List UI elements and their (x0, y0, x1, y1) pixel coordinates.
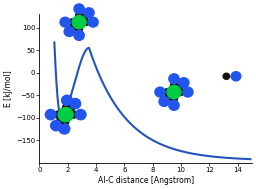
Ellipse shape (62, 104, 70, 111)
Ellipse shape (164, 89, 170, 95)
Ellipse shape (223, 73, 230, 79)
Ellipse shape (167, 85, 181, 99)
Ellipse shape (175, 84, 182, 91)
Ellipse shape (64, 27, 74, 36)
Ellipse shape (75, 109, 86, 120)
Ellipse shape (71, 24, 78, 30)
Ellipse shape (84, 8, 94, 18)
Ellipse shape (51, 120, 61, 131)
Ellipse shape (58, 108, 73, 122)
Ellipse shape (45, 109, 56, 120)
Ellipse shape (177, 89, 184, 95)
Ellipse shape (169, 74, 179, 84)
Ellipse shape (67, 106, 74, 113)
Ellipse shape (69, 19, 76, 26)
Ellipse shape (81, 14, 88, 21)
Ellipse shape (88, 17, 98, 27)
Ellipse shape (62, 95, 72, 105)
Ellipse shape (166, 94, 173, 100)
Ellipse shape (74, 4, 84, 14)
Ellipse shape (170, 95, 177, 102)
Ellipse shape (169, 101, 179, 110)
Ellipse shape (72, 15, 86, 29)
Ellipse shape (76, 12, 82, 19)
Ellipse shape (179, 78, 189, 88)
Ellipse shape (183, 87, 193, 97)
Ellipse shape (231, 72, 241, 81)
Ellipse shape (70, 98, 81, 109)
Ellipse shape (170, 82, 177, 89)
Ellipse shape (83, 19, 90, 26)
Ellipse shape (59, 124, 70, 134)
Ellipse shape (159, 97, 169, 106)
Y-axis label: E [kJ/mol]: E [kJ/mol] (4, 70, 13, 107)
Ellipse shape (61, 118, 69, 125)
Ellipse shape (74, 31, 84, 40)
Ellipse shape (155, 87, 165, 97)
Ellipse shape (60, 17, 70, 27)
X-axis label: Al-C distance [Angstrom]: Al-C distance [Angstrom] (98, 176, 194, 185)
Ellipse shape (76, 26, 82, 32)
Ellipse shape (57, 117, 65, 124)
Ellipse shape (55, 111, 62, 118)
Ellipse shape (69, 111, 77, 118)
